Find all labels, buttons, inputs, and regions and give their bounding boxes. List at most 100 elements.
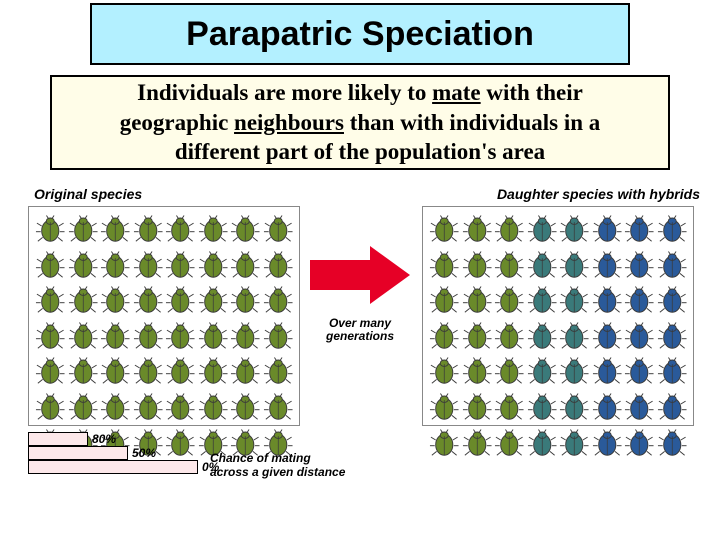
- daughter-species-panel: [422, 206, 694, 426]
- beetle-icon: [165, 391, 196, 425]
- beetle-icon: [494, 249, 525, 283]
- beetle-icon: [165, 320, 196, 354]
- beetle-icon: [494, 355, 525, 389]
- arrow-icon: [310, 242, 410, 308]
- beetle-icon: [462, 284, 493, 318]
- beetle-icon: [35, 249, 66, 283]
- beetle-icon: [462, 213, 493, 247]
- beetle-icon: [592, 427, 623, 461]
- beetle-icon: [230, 284, 261, 318]
- beetle-icon: [624, 427, 655, 461]
- beetle-icon: [429, 213, 460, 247]
- beetle-icon: [198, 320, 229, 354]
- beetle-icon: [263, 213, 294, 247]
- beetle-icon: [592, 284, 623, 318]
- beetle-icon: [230, 320, 261, 354]
- beetle-grid-left: [35, 213, 293, 419]
- beetle-icon: [100, 249, 131, 283]
- beetle-icon: [429, 249, 460, 283]
- beetle-icon: [494, 320, 525, 354]
- beetle-icon: [624, 284, 655, 318]
- original-species-panel: [28, 206, 300, 426]
- beetle-icon: [429, 391, 460, 425]
- beetle-icon: [198, 284, 229, 318]
- beetle-icon: [559, 249, 590, 283]
- beetle-icon: [429, 355, 460, 389]
- beetle-icon: [527, 320, 558, 354]
- beetle-icon: [133, 320, 164, 354]
- chance-caption: Chance of mating across a given distance: [210, 452, 380, 480]
- beetle-icon: [462, 427, 493, 461]
- beetle-icon: [624, 320, 655, 354]
- beetle-icon: [133, 391, 164, 425]
- chance-caption-l2: across a given distance: [210, 465, 345, 479]
- beetle-icon: [133, 213, 164, 247]
- beetle-icon: [68, 320, 99, 354]
- beetle-icon: [429, 427, 460, 461]
- beetle-icon: [657, 355, 688, 389]
- generations-arrow: Over many generations: [310, 242, 410, 343]
- description-box: Individuals are more likely to mate with…: [50, 75, 670, 170]
- beetle-icon: [559, 355, 590, 389]
- beetle-icon: [494, 391, 525, 425]
- beetle-icon: [263, 249, 294, 283]
- beetle-icon: [527, 213, 558, 247]
- beetle-icon: [68, 391, 99, 425]
- page-title: Parapatric Speciation: [186, 15, 534, 54]
- beetle-icon: [198, 249, 229, 283]
- beetle-icon: [198, 355, 229, 389]
- beetle-icon: [624, 355, 655, 389]
- description-text: Individuals are more likely to mate with…: [82, 78, 638, 168]
- beetle-icon: [559, 284, 590, 318]
- chance-caption-l1: Chance of mating: [210, 451, 311, 465]
- beetle-icon: [657, 320, 688, 354]
- chance-bar: [28, 432, 88, 446]
- beetle-icon: [230, 249, 261, 283]
- beetle-icon: [35, 355, 66, 389]
- beetle-icon: [263, 320, 294, 354]
- beetle-icon: [462, 355, 493, 389]
- beetle-icon: [165, 284, 196, 318]
- beetle-icon: [527, 391, 558, 425]
- beetle-icon: [429, 284, 460, 318]
- beetle-icon: [230, 391, 261, 425]
- beetle-icon: [429, 320, 460, 354]
- beetle-icon: [133, 355, 164, 389]
- beetle-icon: [35, 391, 66, 425]
- beetle-icon: [624, 249, 655, 283]
- beetle-icon: [657, 427, 688, 461]
- beetle-icon: [35, 213, 66, 247]
- arrow-caption-l1: Over many: [329, 316, 391, 330]
- beetle-icon: [592, 355, 623, 389]
- beetle-icon: [133, 284, 164, 318]
- beetle-icon: [263, 284, 294, 318]
- beetle-icon: [68, 355, 99, 389]
- beetle-icon: [230, 213, 261, 247]
- beetle-icon: [624, 391, 655, 425]
- beetle-icon: [657, 213, 688, 247]
- beetle-icon: [657, 391, 688, 425]
- beetle-icon: [68, 249, 99, 283]
- beetle-icon: [100, 391, 131, 425]
- beetle-icon: [592, 249, 623, 283]
- beetle-icon: [559, 213, 590, 247]
- beetle-icon: [100, 320, 131, 354]
- beetle-icon: [657, 249, 688, 283]
- beetle-icon: [263, 391, 294, 425]
- beetle-icon: [559, 320, 590, 354]
- beetle-icon: [165, 249, 196, 283]
- arrow-caption: Over many generations: [310, 317, 410, 343]
- beetle-icon: [100, 284, 131, 318]
- beetle-icon: [198, 391, 229, 425]
- beetle-icon: [527, 355, 558, 389]
- beetle-icon: [592, 391, 623, 425]
- chance-bar: [28, 446, 128, 460]
- beetle-grid-right: [429, 213, 687, 419]
- beetle-icon: [133, 249, 164, 283]
- beetle-icon: [494, 213, 525, 247]
- beetle-icon: [165, 213, 196, 247]
- beetle-icon: [527, 249, 558, 283]
- beetle-icon: [657, 284, 688, 318]
- right-panel-label: Daughter species with hybrids: [497, 186, 700, 202]
- beetle-icon: [592, 320, 623, 354]
